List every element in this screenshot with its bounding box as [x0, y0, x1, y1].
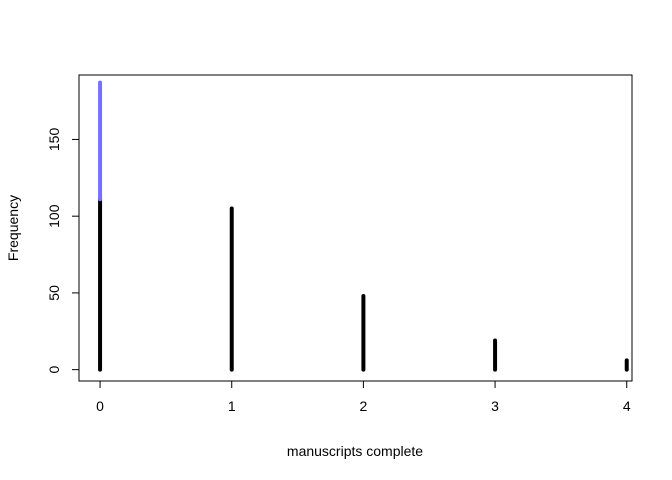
- x-axis-title: manuscripts complete: [287, 443, 423, 459]
- x-tick-label: 4: [623, 398, 631, 414]
- x-tick-label: 2: [360, 398, 368, 414]
- y-axis-title: Frequency: [5, 195, 21, 261]
- y-tick-label: 50: [46, 285, 62, 301]
- y-tick-label: 0: [46, 366, 62, 374]
- x-tick-label: 1: [228, 398, 236, 414]
- y-axis: 0 50 100 150: [46, 128, 80, 374]
- x-tick-label: 0: [96, 398, 104, 414]
- bars: [98, 80, 629, 372]
- x-tick-label: 3: [491, 398, 499, 414]
- plot-frame: [78, 74, 633, 382]
- y-tick-label: 150: [46, 128, 62, 152]
- y-tick-label: 100: [46, 204, 62, 228]
- x-axis: 0 1 2 3 4: [96, 380, 631, 414]
